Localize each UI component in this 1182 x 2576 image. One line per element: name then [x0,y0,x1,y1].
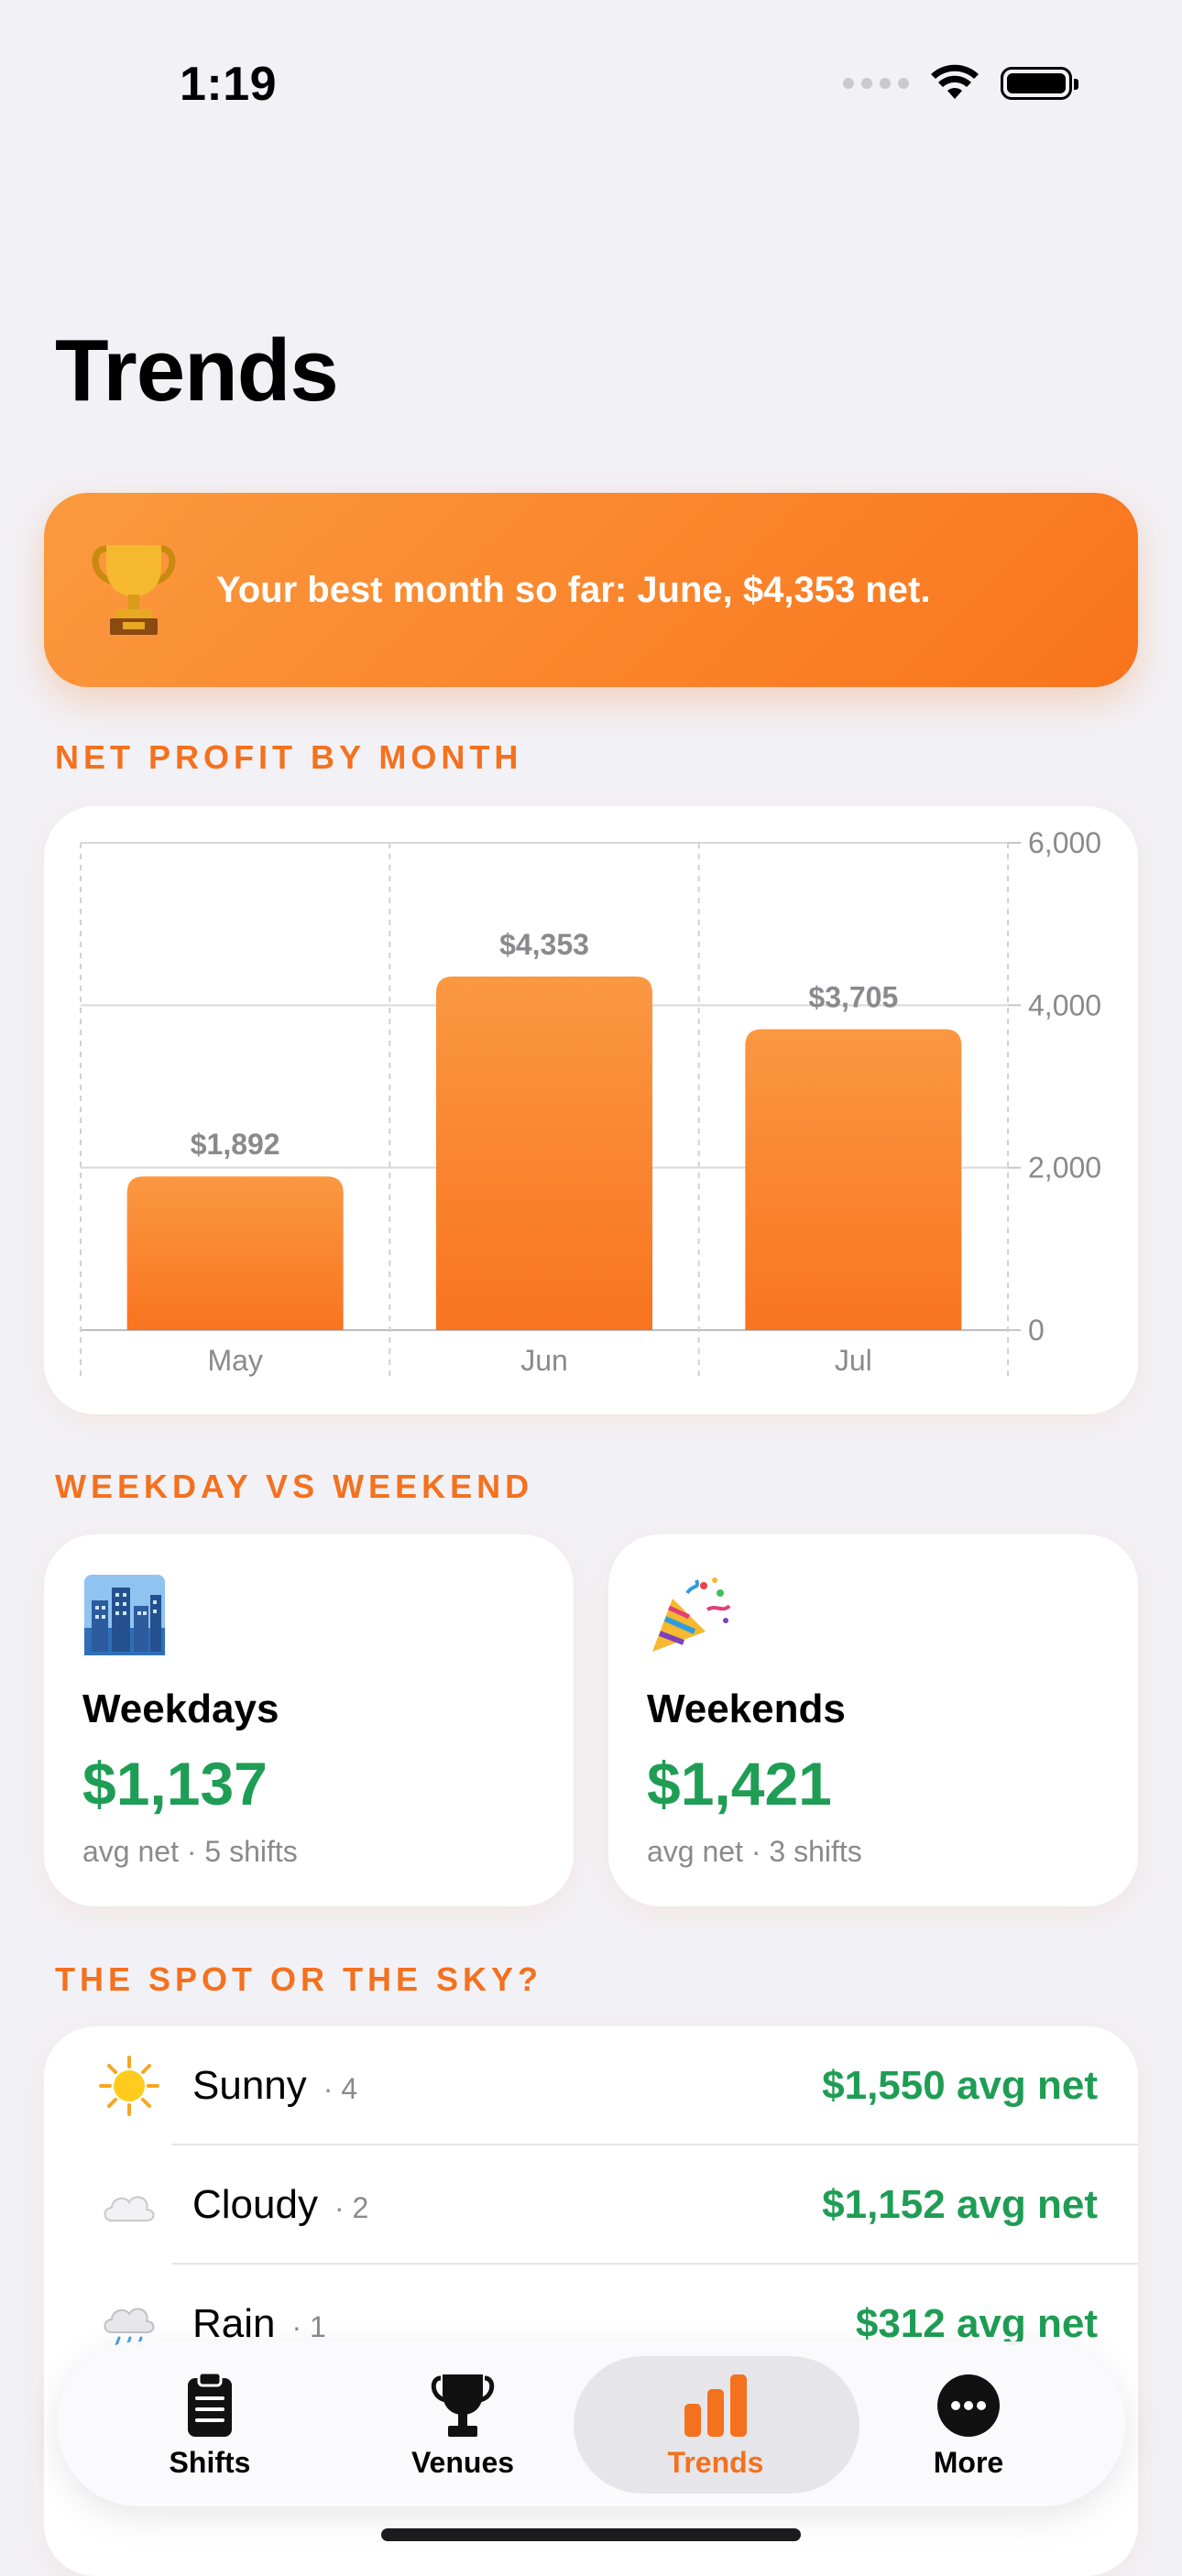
tab-label: More [933,2446,1004,2479]
weekdays-value: $1,137 [82,1750,268,1817]
clipboard-icon [188,2371,232,2437]
section-title-net-profit: NET PROFIT BY MONTH [55,738,523,776]
trophy-icon [92,545,176,635]
weekends-value: $1,421 [647,1750,832,1817]
weather-name: Cloudy · 2 [192,2182,368,2228]
x-tick-label: Jul [835,1344,872,1377]
more-icon [937,2374,1000,2437]
page-title: Trends [55,322,339,420]
list-item-cloudy[interactable]: Cloudy · 2 $1,152 avg net [44,2145,1138,2265]
section-title-spot-or-sky: THE SPOT OR THE SKY? [55,1960,543,1998]
tab-label: Trends [667,2446,764,2479]
y-tick-label: 2,000 [1028,1152,1101,1184]
status-time: 1:19 [180,58,278,111]
weather-value: $1,550 avg net [822,2063,1098,2108]
section-title-weekday-weekend: WEEKDAY VS WEEKEND [55,1468,534,1505]
cityscape-icon [84,1575,165,1655]
weather-value: $1,152 avg net [822,2182,1098,2227]
bar-may [126,1176,344,1330]
party-popper-icon [652,1577,731,1652]
cellular-signal-icon [843,78,909,89]
tab-more[interactable]: More [836,2341,1101,2506]
weather-name-text: Rain [192,2301,276,2346]
bar-jul [745,1029,962,1330]
battery-icon [1001,67,1078,100]
weather-value: $312 avg net [855,2301,1098,2346]
divider [172,2263,1138,2265]
y-tick-label: 4,000 [1028,988,1101,1021]
weekdays-subtext: avg net · 5 shifts [82,1835,298,1868]
x-tick-label: May [207,1344,262,1377]
weather-name: Sunny · 4 [192,2063,357,2109]
net-profit-chart-card: 6,000 4,000 2,000 0 $1,892 May $4,353 Jun $3,705… [44,806,1138,1414]
wifi-icon [931,64,979,99]
weekdays-card[interactable]: Weekdays $1,137 avg net · 5 shifts [44,1534,574,1906]
bar-jun [436,977,652,1330]
y-tick-label: 6,000 [1028,826,1101,859]
chart-bar-icon [684,2374,747,2437]
trophy-icon [431,2374,495,2437]
weather-name-text: Sunny [192,2063,307,2108]
data-label: $4,353 [499,928,589,961]
weather-name: Rain · 1 [192,2301,326,2347]
weather-count: · 4 [323,2072,358,2105]
weekends-subtext: avg net · 3 shifts [647,1835,862,1868]
weekdays-label: Weekdays [82,1686,279,1731]
list-item-rain[interactable]: Rain · 1 $312 avg net [44,2265,1138,2384]
tab-trends[interactable]: Trends [583,2341,848,2506]
y-tick-label: 0 [1028,1314,1045,1347]
weekends-label: Weekends [647,1686,846,1731]
cloud-icon [104,2196,155,2221]
tab-venues[interactable]: Venues [330,2341,596,2506]
sun-icon [99,2056,159,2116]
tab-label: Venues [410,2446,515,2479]
weather-name-text: Cloudy [192,2182,318,2227]
tab-label: Shifts [169,2446,251,2479]
net-profit-chart: 6,000 4,000 2,000 0 $1,892 May $4,353 Jun $3,705… [80,826,1101,1377]
weather-count: · 1 [291,2310,326,2343]
data-label: $1,892 [191,1128,280,1161]
list-item-sunny[interactable]: Sunny · 4 $1,550 avg net [44,2026,1138,2145]
best-month-banner: Your best month so far: June, $4,353 net… [44,493,1138,687]
data-label: $3,705 [808,980,898,1013]
weather-count: · 2 [334,2191,369,2224]
x-tick-label: Jun [520,1344,568,1377]
tab-bar: Shifts Venues Trends More [57,2341,1125,2506]
tab-shifts[interactable]: Shifts [77,2341,343,2506]
divider [172,2144,1138,2145]
banner-text: Your best month so far: June, $4,353 net… [216,569,931,610]
status-icons [843,64,1078,103]
home-indicator [381,2528,801,2541]
weekends-card[interactable]: Weekends $1,421 avg net · 3 shifts [608,1534,1138,1906]
